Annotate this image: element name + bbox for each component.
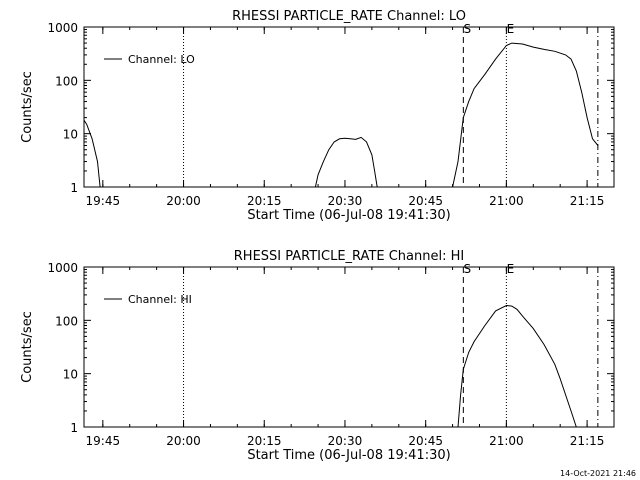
x-tick-label: 20:45 (408, 434, 443, 448)
y-axis-label: Counts/sec (20, 311, 35, 383)
y-tick-label: 1 (70, 421, 78, 435)
plot-frame (83, 266, 615, 428)
y-axis-label: Counts/sec (20, 71, 35, 143)
chart-panel-hi: RHESSI PARTICLE_RATE Channel: HI 1 10 100 10… (20, 249, 615, 463)
x-tick-label: 21:15 (570, 434, 605, 448)
marker-label: S (464, 262, 472, 276)
y-tick-label: 1 (70, 181, 78, 195)
y-tick-label: 100 (55, 74, 78, 88)
x-axis-label: Start Time (06-Jul-08 19:41:30) (247, 448, 450, 463)
chart-panel-lo: RHESSI PARTICLE_RATE Channel: LO 1 10 100 10… (20, 9, 615, 223)
data-series-line (314, 136, 378, 188)
x-tick-label: 20:00 (166, 194, 201, 208)
x-tick-label: 20:15 (247, 194, 282, 208)
x-axis-label: Start Time (06-Jul-08 19:41:30) (247, 208, 450, 223)
data-series-line (452, 42, 599, 188)
x-tick-label: 21:15 (570, 194, 605, 208)
marker-label: E (507, 262, 515, 276)
y-tick-label: 10 (63, 368, 78, 382)
chart-title: RHESSI PARTICLE_RATE Channel: LO (232, 9, 466, 24)
y-tick-label: 100 (55, 314, 78, 328)
x-tick-label: 19:45 (86, 434, 121, 448)
chart-title: RHESSI PARTICLE_RATE Channel: HI (234, 249, 464, 264)
plot-frame (83, 26, 615, 188)
legend-label: Channel: LO (128, 53, 195, 66)
data-series-line (457, 304, 577, 428)
timestamp: 14-Oct-2021 21:46 (560, 469, 636, 478)
x-tick-label: 20:15 (247, 434, 282, 448)
x-tick-label: 19:45 (86, 194, 121, 208)
y-tick-label: 1000 (47, 21, 78, 35)
y-tick-label: 1000 (47, 261, 78, 275)
y-tick-label: 10 (63, 128, 78, 142)
x-tick-label: 20:00 (166, 434, 201, 448)
data-series-line (83, 119, 101, 188)
marker-label: S (464, 22, 472, 36)
x-tick-label: 20:45 (408, 194, 443, 208)
x-tick-label: 20:30 (328, 434, 363, 448)
marker-label: E (507, 22, 515, 36)
x-tick-label: 21:00 (489, 434, 524, 448)
x-tick-label: 21:00 (489, 194, 524, 208)
legend-label: Channel: HI (128, 293, 192, 306)
x-tick-label: 20:30 (328, 194, 363, 208)
